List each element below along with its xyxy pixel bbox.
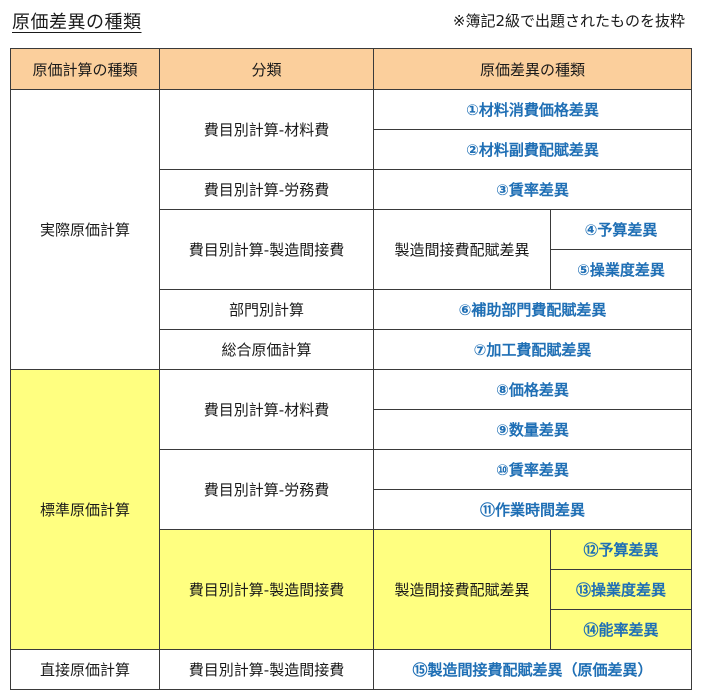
header-row: 原価計算の種類 分類 原価差異の種類 [10,48,693,90]
table-row: ⑭能率差異 [11,609,693,650]
category-cell: 費目別計算-材料費 [159,89,374,170]
table-row: 費目別計算-製造間接費 製造間接費配賦差異 ⑫予算差異 [11,529,693,650]
variance-cell: ④予算差異 [549,209,693,250]
table-row: 直接原価計算 費目別計算-製造間接費 ⑮製造間接費配賦差異（原価差異） [10,649,693,690]
category-cell: 部門別計算 [159,289,374,330]
category-cell: 費目別計算-労務費 [159,449,374,530]
header-category: 分類 [159,48,374,90]
category-cell: 費目別計算-材料費 [159,369,374,450]
variance-cell: ⑫予算差異 [549,529,693,570]
category-cell: 費目別計算-労務費 [159,169,374,210]
variance-cell: ⑮製造間接費配賦差異（原価差異） [372,649,693,690]
table-row: ⑬操業度差異 [11,569,693,610]
variance-cell: ⑭能率差異 [549,609,693,650]
variance-cell: ②材料副費配賦差異 [372,129,693,170]
category-cell: 費目別計算-製造間接費 [159,649,374,690]
table-row: 部門別計算 ⑥補助部門費配賦差異 [11,289,693,330]
variance-cell: ⑤操業度差異 [549,249,693,290]
header-costing-type: 原価計算の種類 [10,48,160,90]
variance-cell: ⑪作業時間差異 [372,489,693,530]
table-row: 費目別計算-労務費 ③賃率差異 [11,169,693,210]
direct-costing-label: 直接原価計算 [10,649,160,690]
table-row: ⑪作業時間差異 [11,489,693,530]
variance-cell: ⑧価格差異 [372,369,693,410]
subcategory-cell: 製造間接費配賦差異 [373,209,551,290]
table-row: 総合原価計算 ⑦加工費配賦差異 [11,329,693,370]
table-row: ⑨数量差異 [11,409,693,450]
category-cell: 費目別計算-製造間接費 [159,529,374,650]
standard-costing-label: 標準原価計算 [10,369,160,650]
variance-cell: ③賃率差異 [372,169,693,210]
table-row: 費目別計算-製造間接費 製造間接費配賦差異 ④予算差異 [11,209,693,290]
table-row: 実際原価計算 費目別計算-材料費 ①材料消費価格差異 [10,89,693,370]
variance-cell: ⑬操業度差異 [549,569,693,610]
variance-cell: ⑩賃率差異 [372,449,693,490]
category-cell: 総合原価計算 [159,329,374,370]
variance-cell: ⑦加工費配賦差異 [372,329,693,370]
table-row: ②材料副費配賦差異 [11,129,693,170]
actual-costing-label: 実際原価計算 [10,89,160,370]
variance-cell: ⑥補助部門費配賦差異 [372,289,693,330]
table-row: 費目別計算-労務費 ⑩賃率差異 [11,449,693,530]
subcategory-cell: 製造間接費配賦差異 [373,529,551,650]
table-row: 標準原価計算 費目別計算-材料費 ⑧価格差異 [10,369,693,650]
variance-cell: ①材料消費価格差異 [372,89,693,130]
variance-cell: ⑨数量差異 [372,409,693,450]
variance-table: 原価計算の種類 分類 原価差異の種類 実際原価計算 費目別計算-材料費 ①材料消… [10,48,693,690]
category-cell: 費目別計算-製造間接費 [159,209,374,290]
page-title: 原価差異の種類 [12,12,142,33]
source-note: ※簿記2級で出題されたものを抜粋 [452,12,685,30]
table-row: ⑤操業度差異 [11,249,693,290]
header-variance-type: 原価差異の種類 [372,48,693,90]
